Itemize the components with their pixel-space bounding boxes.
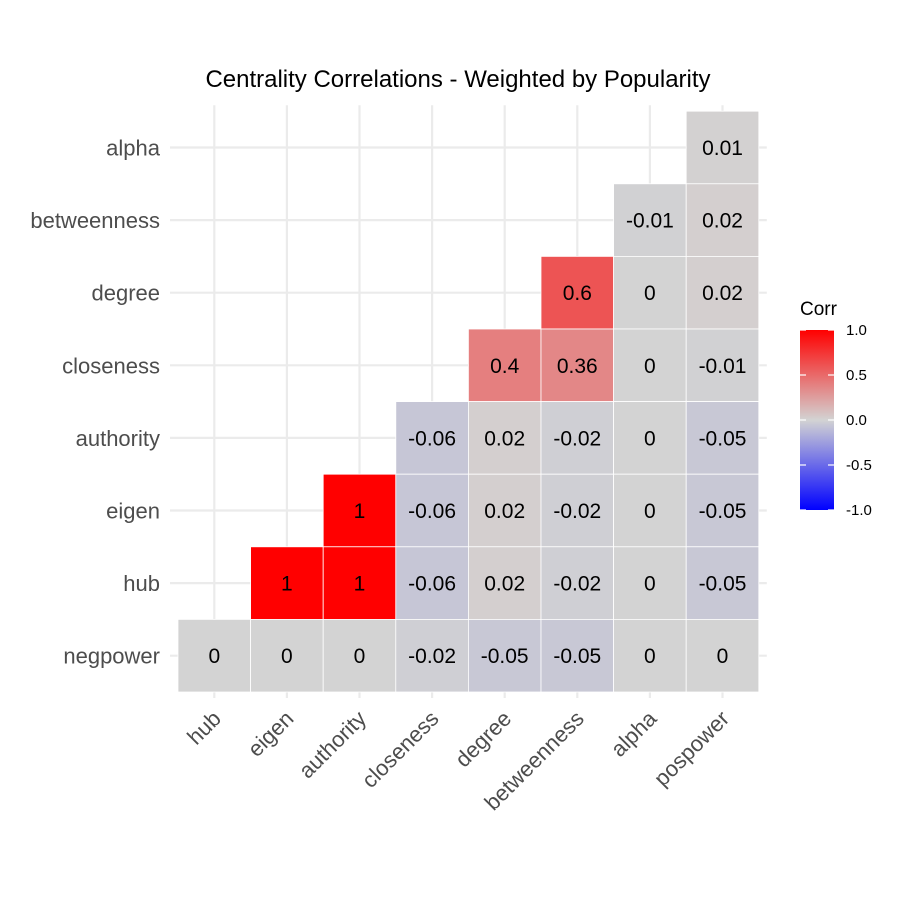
cell-value-closeness-negpower: -0.02 xyxy=(408,645,456,668)
legend-tick-label--0.5: -0.5 xyxy=(846,457,872,474)
heatmap-cell-alpha-authority xyxy=(613,401,687,475)
cell-value-betweenness-negpower: -0.05 xyxy=(553,645,601,668)
cell-value-alpha-authority: 0 xyxy=(644,427,656,450)
y-tick-degree: degree xyxy=(91,281,160,306)
heatmap-cell-alpha-hub xyxy=(613,546,687,620)
cell-value-authority-hub: 1 xyxy=(354,573,366,596)
heatmap-cell-pospower-hub xyxy=(685,546,760,620)
cell-value-betweenness-eigen: -0.02 xyxy=(553,500,601,523)
y-tick-authority: authority xyxy=(76,426,160,451)
cell-value-hub-negpower: 0 xyxy=(208,645,220,668)
cell-value-alpha-hub: 0 xyxy=(644,573,656,596)
heatmap-cell-authority-eigen xyxy=(322,473,397,548)
heatmap-cell-degree-closeness xyxy=(467,328,542,402)
cell-value-authority-eigen: 1 xyxy=(354,500,366,523)
heatmap-cell-betweenness-degree xyxy=(540,255,614,330)
color-legend: Corr 1.0 0.5 0.0 -0.5 -1.0 xyxy=(800,299,872,519)
x-tick-degree: degree xyxy=(450,706,516,772)
heatmap-cell-alpha-degree xyxy=(613,255,687,330)
cell-value-alpha-closeness: 0 xyxy=(644,355,656,378)
heatmap-cell-closeness-negpower xyxy=(395,619,469,693)
cell-value-pospower-degree: 0.02 xyxy=(702,282,743,305)
cell-value-pospower-alpha: 0.01 xyxy=(702,137,743,160)
y-tick-eigen: eigen xyxy=(106,499,160,524)
heatmap-cell-authority-negpower xyxy=(322,619,397,693)
cell-value-betweenness-hub: -0.02 xyxy=(553,573,601,596)
y-tick-alpha: alpha xyxy=(106,136,161,161)
cell-value-authority-negpower: 0 xyxy=(354,645,366,668)
heatmap-cell-betweenness-hub xyxy=(540,546,614,620)
heatmap-cells xyxy=(177,110,760,693)
cell-value-pospower-authority: -0.05 xyxy=(699,427,747,450)
x-tick-closeness: closeness xyxy=(357,706,444,793)
cell-value-pospower-betweenness: 0.02 xyxy=(702,210,743,233)
heatmap-cell-pospower-eigen xyxy=(685,473,760,548)
cell-value-eigen-negpower: 0 xyxy=(281,645,293,668)
heatmap-cell-betweenness-eigen xyxy=(540,473,614,548)
x-tick-pospower: pospower xyxy=(649,706,734,791)
heatmap-cell-closeness-eigen xyxy=(395,473,469,548)
heatmap-cell-pospower-closeness xyxy=(685,328,760,402)
cell-value-degree-closeness: 0.4 xyxy=(490,355,520,378)
heatmap-cell-degree-authority xyxy=(467,401,542,475)
y-tick-closeness: closeness xyxy=(62,353,160,378)
cell-value-pospower-hub: -0.05 xyxy=(699,573,747,596)
chart-title: Centrality Correlations - Weighted by Po… xyxy=(205,66,710,93)
legend-tick-label-1.0: 1.0 xyxy=(846,322,867,339)
y-tick-hub: hub xyxy=(123,571,160,596)
heatmap-cell-pospower-alpha xyxy=(685,110,760,185)
cell-value-degree-eigen: 0.02 xyxy=(484,500,525,523)
x-tick-alpha: alpha xyxy=(606,705,662,761)
cell-value-degree-negpower: -0.05 xyxy=(481,645,529,668)
heatmap-cell-betweenness-negpower xyxy=(540,619,614,693)
cell-value-betweenness-authority: -0.02 xyxy=(553,427,601,450)
y-axis-ticks: negpower hub eigen authority closeness degree… xyxy=(30,136,160,669)
cell-value-eigen-hub: 1 xyxy=(281,573,293,596)
cell-value-alpha-degree: 0 xyxy=(644,282,656,305)
heatmap-cell-closeness-authority xyxy=(395,401,469,475)
cell-value-labels: 0.01 -0.01 0.02 0.6 0 0.02 0.4 0.36 0 -0.01 -0.06 0… xyxy=(208,137,746,668)
x-tick-hub: hub xyxy=(182,706,226,750)
heatmap-cell-eigen-negpower xyxy=(250,619,324,693)
heatmap-cell-alpha-eigen xyxy=(613,473,687,548)
heatmap-cell-alpha-closeness xyxy=(613,328,687,402)
cell-value-pospower-negpower: 0 xyxy=(717,645,729,668)
legend-tick-label-0.5: 0.5 xyxy=(846,367,867,384)
heatmap-cell-pospower-negpower xyxy=(685,619,760,693)
cell-value-pospower-closeness: -0.01 xyxy=(699,355,747,378)
cell-value-betweenness-degree: 0.6 xyxy=(563,282,592,305)
heatmap-cell-degree-eigen xyxy=(467,473,542,548)
y-tick-betweenness: betweenness xyxy=(30,208,160,233)
cell-value-betweenness-closeness: 0.36 xyxy=(557,355,598,378)
y-tick-negpower: negpower xyxy=(63,644,160,669)
heatmap-cell-pospower-degree xyxy=(685,255,760,330)
cell-value-pospower-eigen: -0.05 xyxy=(699,500,747,523)
cell-value-closeness-hub: -0.06 xyxy=(408,573,456,596)
heatmap-cell-alpha-negpower xyxy=(613,619,687,693)
x-tick-eigen: eigen xyxy=(243,706,299,762)
heatmap-cell-degree-negpower xyxy=(467,619,542,693)
heatmap-cell-eigen-hub xyxy=(250,546,324,620)
cell-value-alpha-eigen: 0 xyxy=(644,500,656,523)
legend-ticks: 1.0 0.5 0.0 -0.5 -1.0 xyxy=(800,322,872,519)
heatmap-cell-betweenness-authority xyxy=(540,401,614,475)
legend-title: Corr xyxy=(800,299,838,320)
legend-tick-label-0.0: 0.0 xyxy=(846,412,867,429)
cell-value-degree-authority: 0.02 xyxy=(484,427,525,450)
heatmap-cell-authority-hub xyxy=(322,546,397,620)
cell-value-closeness-eigen: -0.06 xyxy=(408,500,456,523)
heatmap-cell-pospower-authority xyxy=(685,401,760,475)
cell-value-alpha-betweenness: -0.01 xyxy=(626,210,674,233)
cell-value-degree-hub: 0.02 xyxy=(484,573,525,596)
cell-value-alpha-negpower: 0 xyxy=(644,645,656,668)
legend-tick-label--1.0: -1.0 xyxy=(846,502,872,519)
cell-value-closeness-authority: -0.06 xyxy=(408,427,456,450)
